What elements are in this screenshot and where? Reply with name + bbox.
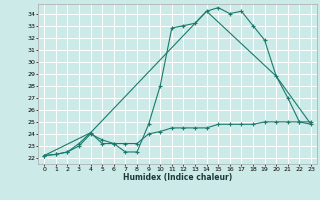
X-axis label: Humidex (Indice chaleur): Humidex (Indice chaleur) <box>123 173 232 182</box>
